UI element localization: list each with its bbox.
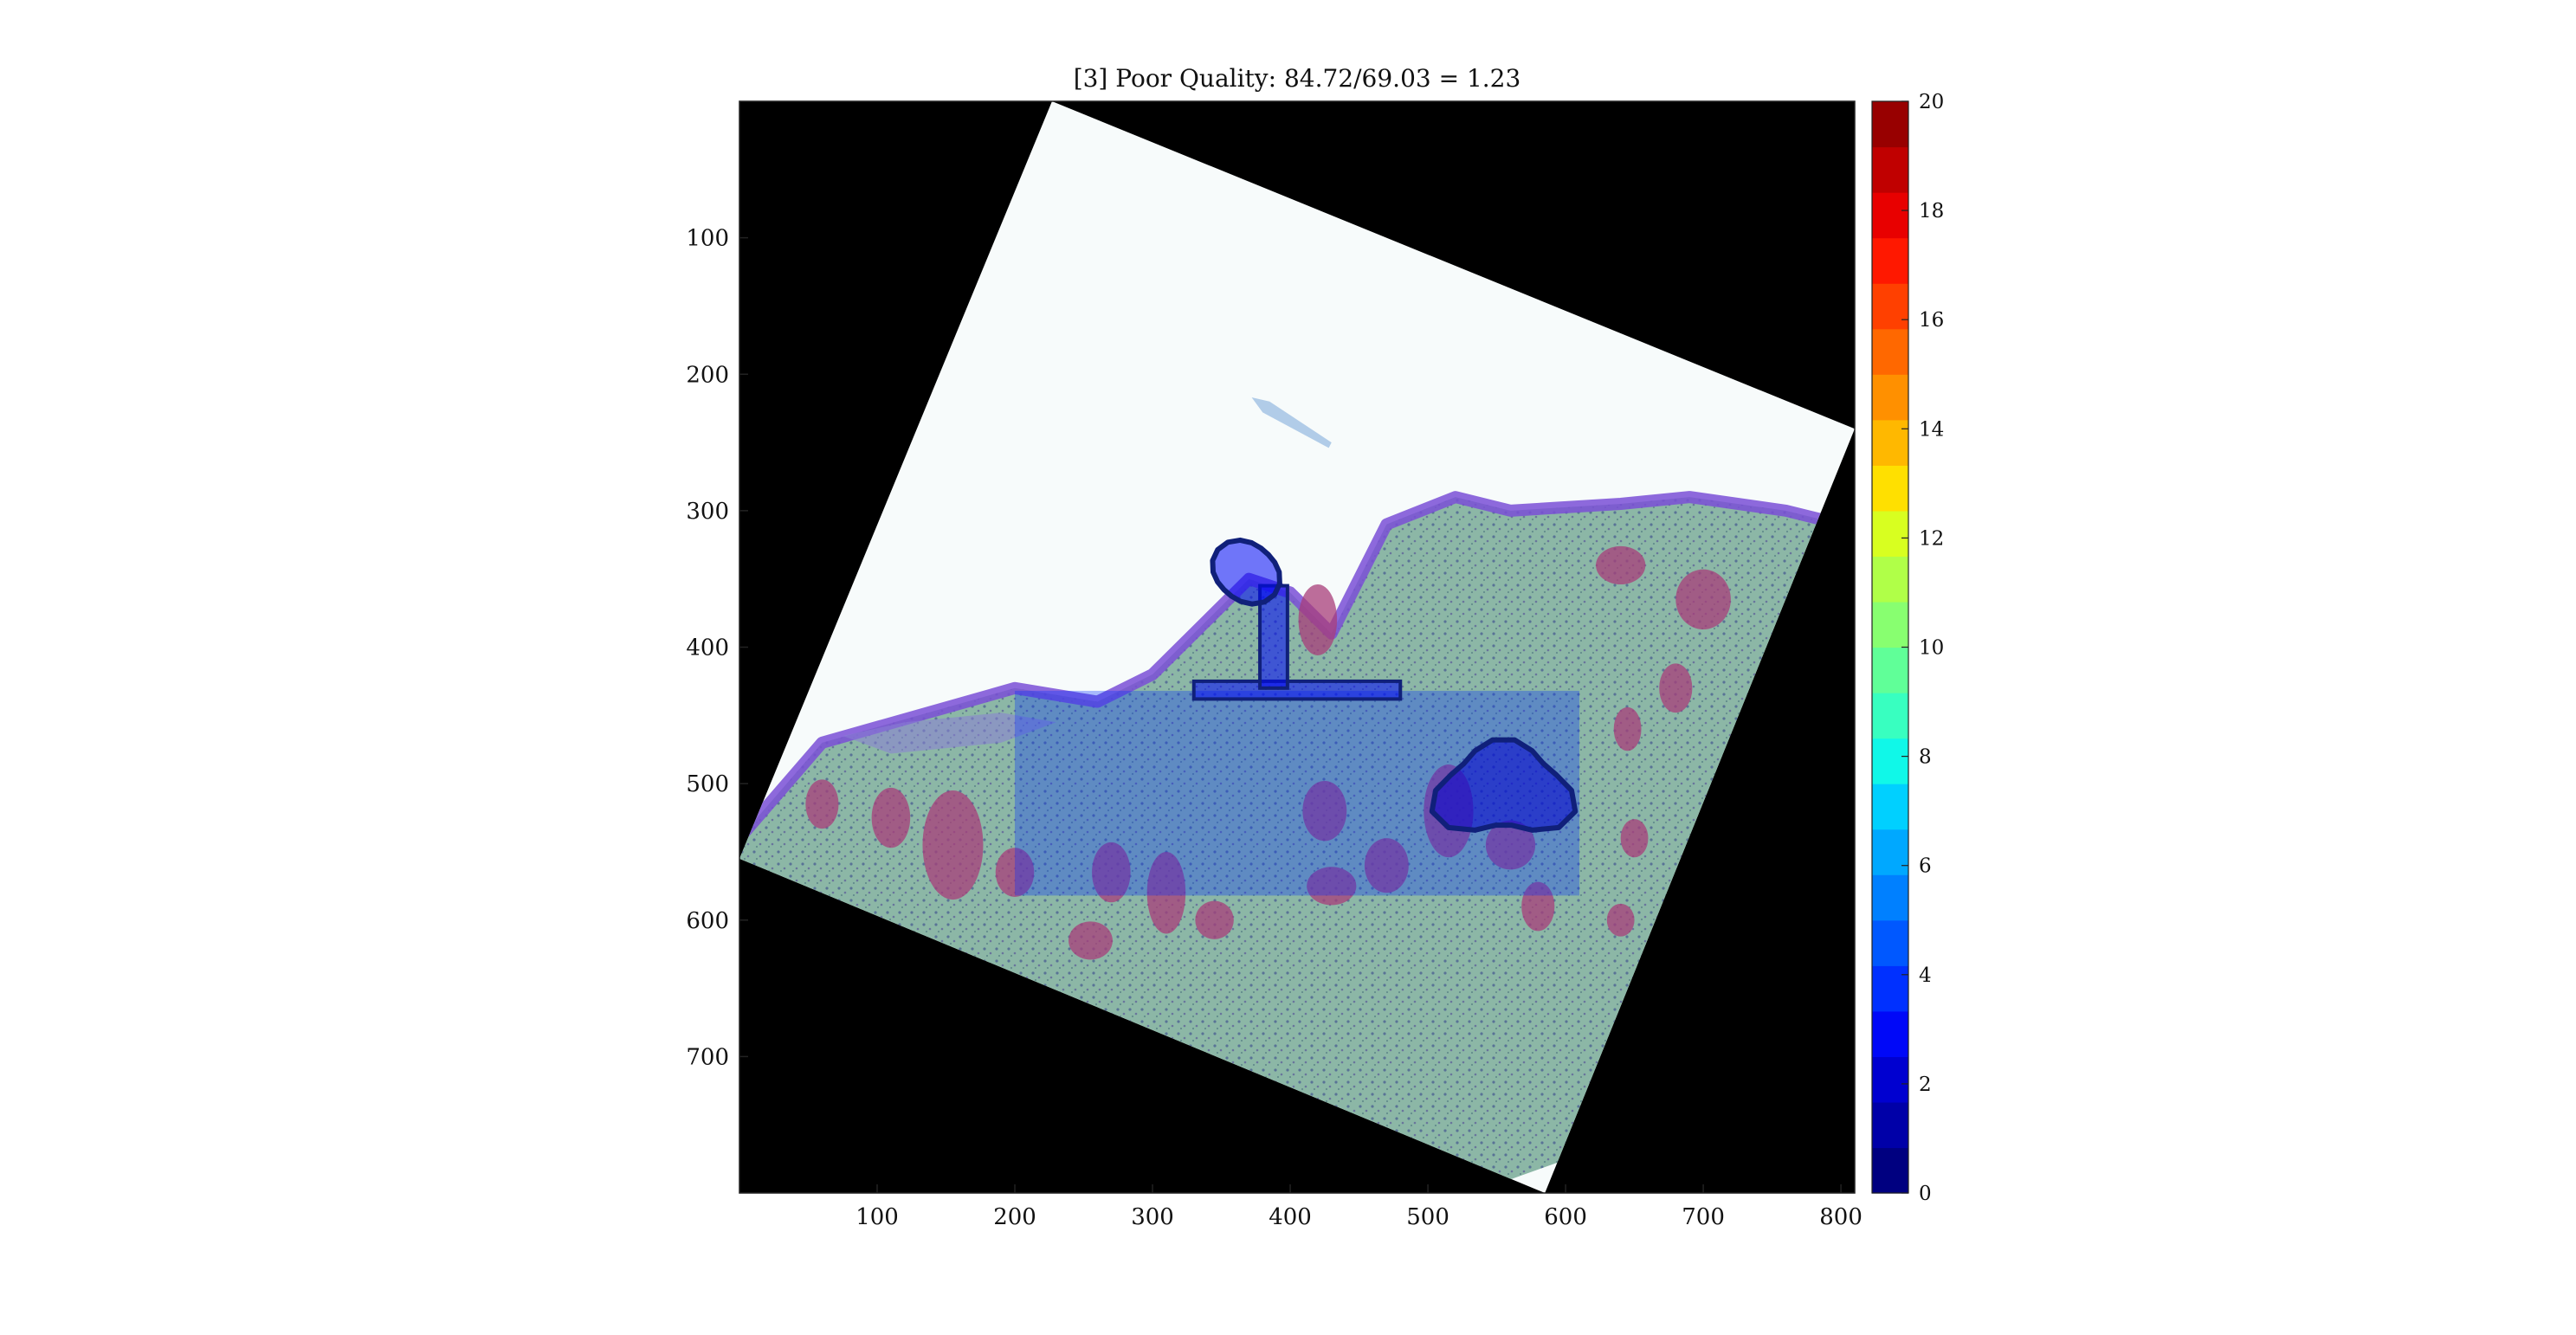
x-tick-label: 800 bbox=[1819, 1204, 1863, 1230]
x-tick-label: 600 bbox=[1544, 1204, 1587, 1230]
tissue-gland bbox=[1613, 706, 1642, 751]
tissue-gland bbox=[1659, 663, 1693, 713]
colorbar-segment bbox=[1872, 465, 1908, 512]
colorbar-segment bbox=[1872, 556, 1908, 603]
colorbar-segment bbox=[1872, 237, 1908, 284]
tissue-gland bbox=[1596, 545, 1646, 584]
colorbar-segment bbox=[1872, 647, 1908, 693]
x-tick-label: 400 bbox=[1269, 1204, 1312, 1230]
colorbar-segment bbox=[1872, 738, 1908, 784]
tissue-fragment bbox=[1251, 397, 1332, 448]
colorbar-segment bbox=[1872, 965, 1908, 1012]
y-tick-label: 300 bbox=[686, 499, 729, 525]
chart-title: [3] Poor Quality: 84.72/69.03 = 1.23 bbox=[1074, 64, 1521, 93]
colorbar-tick-label: 12 bbox=[1919, 527, 1944, 550]
colorbar-tick-label: 2 bbox=[1919, 1074, 1932, 1096]
tissue-membrane bbox=[843, 713, 1056, 754]
colorbar-segment bbox=[1872, 919, 1908, 966]
y-tick-label: 100 bbox=[686, 226, 729, 252]
y-axis-ticks: 100 200 300 400 500 600 700 bbox=[686, 226, 748, 1070]
colorbar-segment bbox=[1872, 693, 1908, 739]
tissue-gland bbox=[1068, 921, 1113, 960]
colorbar-tick-label: 6 bbox=[1919, 855, 1932, 878]
highlight-layer bbox=[1015, 537, 1579, 896]
colorbar-segment bbox=[1872, 374, 1908, 421]
colorbar-tick-label: 10 bbox=[1919, 637, 1944, 660]
colorbar-tick-label: 0 bbox=[1919, 1183, 1932, 1205]
tissue-gland bbox=[1092, 842, 1131, 903]
tissue-gland bbox=[995, 848, 1035, 897]
highlight-blob bbox=[1210, 537, 1282, 607]
colorbar-segment bbox=[1872, 283, 1908, 330]
tissue-gland bbox=[922, 790, 984, 900]
y-tick-label: 200 bbox=[686, 362, 729, 388]
colorbar: 0 2 4 6 8 10 12 14 16 18 20 bbox=[1871, 91, 1944, 1205]
x-tick-label: 200 bbox=[993, 1204, 1036, 1230]
image-axes: 100 200 300 400 500 600 700 800 100 200 300 400 500… bbox=[686, 100, 1863, 1230]
colorbar-segment bbox=[1872, 1101, 1908, 1149]
tissue-gland bbox=[1620, 819, 1649, 858]
y-tick-label: 600 bbox=[686, 908, 729, 934]
colorbar-segment bbox=[1872, 419, 1908, 466]
x-axis-ticks: 100 200 300 400 500 600 700 800 bbox=[855, 1184, 1863, 1230]
tissue-gland bbox=[1302, 780, 1347, 842]
tissue-gland bbox=[805, 779, 839, 829]
colorbar-segment bbox=[1872, 510, 1908, 558]
x-tick-label: 300 bbox=[1131, 1204, 1174, 1230]
tissue-gland bbox=[1675, 569, 1731, 630]
tissue-gland bbox=[1298, 584, 1338, 655]
x-tick-label: 700 bbox=[1682, 1204, 1725, 1230]
tissue-gland bbox=[1307, 867, 1357, 906]
y-tick-label: 500 bbox=[686, 771, 729, 797]
x-tick-label: 100 bbox=[855, 1204, 899, 1230]
colorbar-tick-label: 16 bbox=[1919, 309, 1944, 332]
tissue-gland bbox=[1606, 903, 1635, 937]
colorbar-segment bbox=[1872, 1010, 1908, 1057]
highlight-bar bbox=[1191, 679, 1403, 701]
y-tick-label: 700 bbox=[686, 1044, 729, 1070]
y-tick-label: 400 bbox=[686, 635, 729, 661]
colorbar-tick-label: 8 bbox=[1919, 746, 1932, 769]
colorbar-segment bbox=[1872, 784, 1908, 830]
tissue-gland bbox=[1146, 851, 1186, 934]
colorbar-segment bbox=[1872, 601, 1908, 648]
tissue-gland bbox=[1195, 900, 1234, 939]
colorbar-segment bbox=[1872, 874, 1908, 921]
colorbar-segment bbox=[1872, 101, 1908, 148]
tissue-gland bbox=[1521, 881, 1555, 932]
colorbar-tick-label: 14 bbox=[1919, 418, 1944, 441]
colorbar-segment bbox=[1872, 829, 1908, 875]
colorbar-tick-label: 20 bbox=[1919, 91, 1944, 113]
x-tick-label: 500 bbox=[1406, 1204, 1449, 1230]
highlight-blob bbox=[1429, 737, 1579, 833]
colorbar-segment bbox=[1872, 1147, 1908, 1194]
colorbar-segment bbox=[1872, 146, 1908, 193]
tissue-stroma bbox=[739, 497, 1855, 1180]
colorbar-tick-label: 18 bbox=[1919, 200, 1944, 222]
tissue-gland bbox=[1485, 820, 1536, 870]
colorbar-segment bbox=[1872, 192, 1908, 239]
tissue-gland bbox=[1364, 838, 1409, 893]
colorbar-tick-label: 4 bbox=[1919, 964, 1932, 987]
colorbar-segment bbox=[1872, 1056, 1908, 1103]
tissue-gland bbox=[871, 787, 911, 848]
colorbar-segment bbox=[1872, 328, 1908, 375]
